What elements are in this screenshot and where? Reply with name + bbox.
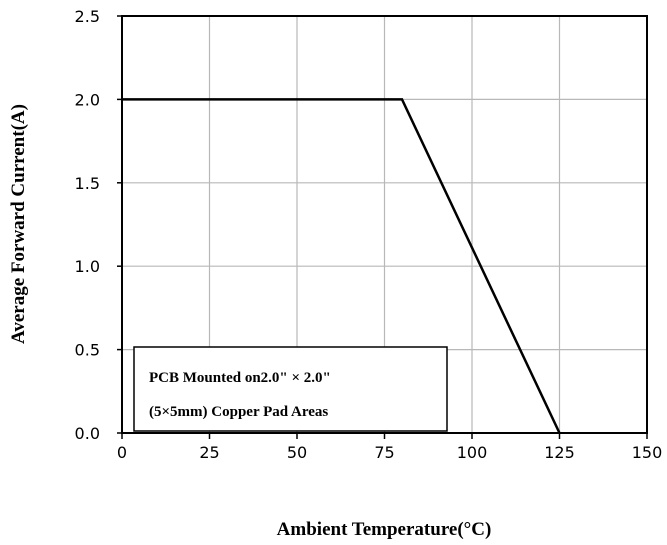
x-tick-label: 150 [632,443,663,462]
x-tick-label: 100 [457,443,488,462]
series-line [122,98,561,434]
y-tick-labels: 0.0 0.5 1.0 1.5 2.0 2.5 [75,7,122,443]
annotation-box: PCB Mounted on2.0" × 2.0" (5×5mm) Copper… [133,346,448,432]
x-tick-labels: 0 25 50 75 100 125 150 [117,433,662,462]
y-tick-label: 1.5 [75,174,100,193]
y-axis-label: Average Forward Current(A) [8,104,29,344]
y-tick-label: 0.0 [75,424,100,443]
x-tick-label: 50 [287,443,307,462]
annotation-line-2: (5×5mm) Copper Pad Areas [149,404,328,420]
x-axis-label: Ambient Temperature(°C) [277,519,492,540]
y-tick-label: 2.0 [75,90,100,109]
y-tick-label: 0.5 [75,341,100,360]
x-tick-label: 125 [544,443,575,462]
x-tick-label: 0 [117,443,127,462]
x-tick-label: 75 [374,443,394,462]
y-tick-label: 1.0 [75,257,100,276]
y-tick-label: 2.5 [75,7,100,26]
x-tick-label: 25 [199,443,219,462]
annotation-line-1: PCB Mounted on2.0" × 2.0" [149,370,331,386]
